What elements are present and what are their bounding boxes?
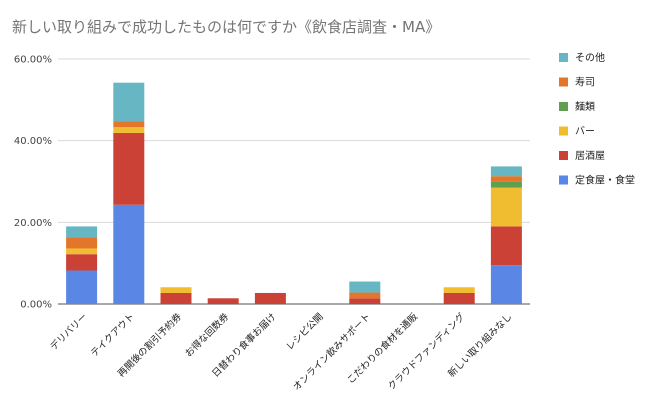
y-tick-label: 40.00% — [14, 136, 52, 147]
chart-title: 新しい取り組みで成功したものは何ですか《飲食店調査・MA》 — [12, 18, 440, 36]
bars — [66, 82, 522, 304]
y-axis-ticks: 0.00% 20.00% 40.00% 60.00% — [14, 55, 52, 311]
legend-label: 寿司 — [575, 76, 595, 89]
y-tick-label: 0.00% — [20, 300, 52, 311]
legend-swatch — [559, 175, 568, 185]
legend-swatch — [559, 102, 568, 111]
bar-segment — [490, 176, 522, 182]
legend-swatch — [559, 53, 568, 62]
legend-label: 麺類 — [575, 100, 595, 113]
bar-segment — [490, 187, 522, 227]
bar-segment — [443, 292, 475, 304]
bar-segment — [66, 254, 98, 271]
legend-swatch — [559, 151, 568, 160]
legend-label: 定食屋・食堂 — [575, 174, 635, 187]
legend-swatch — [559, 126, 568, 136]
y-tick-label: 20.00% — [14, 218, 52, 229]
bar-segment — [66, 248, 98, 255]
legend-label: その他 — [575, 51, 605, 64]
bar-segment — [443, 287, 475, 293]
bar-segment — [160, 292, 192, 304]
bar-segment — [66, 226, 98, 238]
bar-segment — [113, 127, 145, 133]
x-category-label: レシピ公開 — [284, 311, 325, 352]
bar-segment — [349, 281, 381, 293]
bar-segment — [113, 121, 145, 128]
y-tick-label: 60.00% — [14, 55, 52, 66]
bar-segment — [349, 298, 381, 304]
bar-segment — [113, 82, 145, 122]
bar-segment — [490, 166, 522, 177]
bar-segment — [490, 181, 522, 188]
x-category-label: テイクアウト — [89, 311, 137, 359]
bar-segment — [160, 287, 192, 293]
bar-segment — [66, 237, 98, 249]
legend-swatch — [559, 77, 568, 87]
bar-segment — [254, 292, 286, 304]
x-category-label: デリバリー — [48, 311, 90, 353]
bar-segment — [490, 265, 522, 304]
bar-segment — [349, 292, 381, 299]
bar-segment — [207, 298, 239, 304]
bar-segment — [113, 204, 145, 304]
x-category-label: オンライン飲みサポート — [291, 311, 373, 393]
legend-label: 居酒屋 — [575, 150, 605, 162]
x-category-label: クラウドファンディング — [385, 310, 467, 392]
bar-segment — [490, 226, 522, 266]
bar-segment — [113, 132, 145, 205]
legend-label: バー — [575, 126, 595, 138]
bar-segment — [66, 270, 98, 304]
x-category-label: お得な回数券 — [183, 310, 232, 359]
